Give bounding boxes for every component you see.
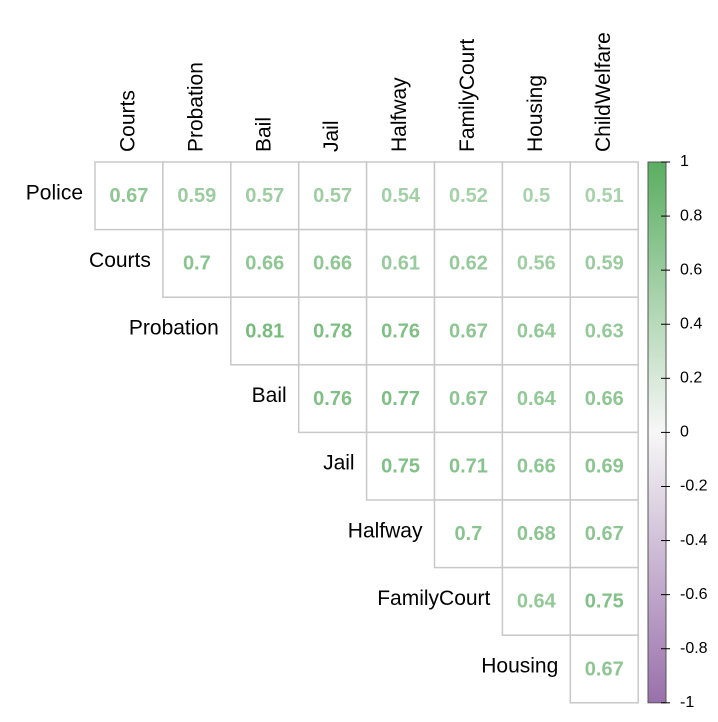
cell-value: 0.67 <box>109 185 148 207</box>
colorbar-tick-label: 0.6 <box>680 261 702 278</box>
row-label: Probation <box>129 317 219 340</box>
column-label: Housing <box>524 75 547 152</box>
cell-value: 0.66 <box>313 253 352 275</box>
cell-value: 0.67 <box>449 388 488 410</box>
column-label: Bail <box>252 117 275 152</box>
colorbar-tick-label: 0.8 <box>680 207 702 224</box>
colorbar-tick-label: 0.4 <box>680 315 702 332</box>
cell-value: 0.67 <box>449 320 488 342</box>
cell-value: 0.63 <box>585 320 624 342</box>
colorbar-tick-label: -1 <box>680 694 694 711</box>
cell <box>501 566 572 636</box>
colorbar-tick-label: 0 <box>680 424 689 441</box>
cell <box>365 228 436 298</box>
row-label: Bail <box>252 384 287 407</box>
cell <box>162 161 232 231</box>
cell-value: 0.78 <box>313 320 352 342</box>
cell-value: 0.64 <box>517 591 557 613</box>
cell-value: 0.62 <box>449 253 488 275</box>
cell <box>433 499 504 569</box>
row-label: Halfway <box>348 519 423 542</box>
cell-value: 0.67 <box>585 523 624 545</box>
colorbar-tick-label: -0.8 <box>680 640 708 657</box>
cell-value: 0.54 <box>381 185 421 207</box>
cell <box>162 228 232 298</box>
cell <box>569 364 639 434</box>
colorbar-tick-label: -0.4 <box>680 532 708 549</box>
cell <box>501 228 572 298</box>
cell <box>569 499 639 569</box>
cell-value: 0.66 <box>517 455 556 477</box>
colorbar-tick-label: -0.6 <box>680 586 708 603</box>
cell <box>365 364 436 434</box>
cell <box>501 431 572 501</box>
cell-value: 0.57 <box>245 185 284 207</box>
cell <box>569 296 639 366</box>
cell-value: 0.69 <box>585 455 624 477</box>
row-label: Police <box>26 181 83 204</box>
cell-value: 0.59 <box>585 253 624 275</box>
column-label: Probation <box>184 62 207 152</box>
column-label: Courts <box>116 90 139 152</box>
colorbar-tick-label: 0.2 <box>680 370 702 387</box>
cell-value: 0.81 <box>245 320 284 342</box>
cell-value: 0.64 <box>517 388 557 410</box>
row-label: Courts <box>89 249 151 272</box>
cell-value: 0.75 <box>381 455 420 477</box>
cell-value: 0.66 <box>585 388 624 410</box>
cell-value: 0.75 <box>585 591 624 613</box>
column-label: FamilyCourt <box>456 39 479 152</box>
cell-value: 0.56 <box>517 253 556 275</box>
cell <box>569 431 639 501</box>
colorbar-tick-label: 1 <box>680 153 689 170</box>
cell-value: 0.51 <box>585 185 624 207</box>
cell-value: 0.52 <box>449 185 488 207</box>
row-label: Jail <box>323 452 355 475</box>
column-label: Jail <box>320 120 343 152</box>
cell-value: 0.64 <box>517 320 557 342</box>
colorbar-tick-label: -0.2 <box>680 478 708 495</box>
cell <box>297 364 368 434</box>
cell-value: 0.59 <box>177 185 216 207</box>
cell <box>433 431 504 501</box>
column-label: Halfway <box>388 77 411 152</box>
cell-value: 0.67 <box>585 658 624 680</box>
cell-value: 0.5 <box>522 185 550 207</box>
cell-value: 0.77 <box>381 388 420 410</box>
column-label: ChildWelfare <box>592 32 615 152</box>
cell <box>365 431 436 501</box>
cell <box>297 296 368 366</box>
cell-value: 0.76 <box>381 320 420 342</box>
cell <box>569 161 639 231</box>
cell <box>230 228 300 298</box>
cell-value: 0.57 <box>313 185 352 207</box>
cell-value: 0.66 <box>245 253 284 275</box>
cell-value: 0.7 <box>183 253 211 275</box>
cell <box>501 296 572 366</box>
cell-value: 0.68 <box>517 523 556 545</box>
cell <box>433 296 504 366</box>
row-label: Housing <box>481 655 558 678</box>
cell-value: 0.76 <box>313 388 352 410</box>
cell <box>365 296 436 366</box>
cell-value: 0.71 <box>449 455 488 477</box>
cell <box>433 161 504 231</box>
cell <box>94 161 164 231</box>
row-label: FamilyCourt <box>377 587 490 610</box>
cell <box>230 296 300 366</box>
cell-value: 0.61 <box>381 253 420 275</box>
cell-value: 0.7 <box>455 523 483 545</box>
cell <box>569 634 639 704</box>
